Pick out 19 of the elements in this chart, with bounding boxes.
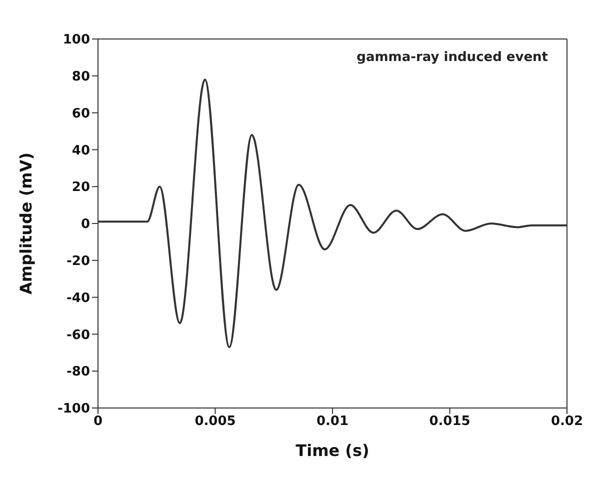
- x-tick-label: 0.01: [316, 414, 349, 430]
- x-tick-label: 0: [93, 414, 103, 430]
- x-axis-title: Time (s): [296, 441, 370, 460]
- y-tick-label: -100: [57, 402, 90, 417]
- y-tick-label: 60: [72, 106, 90, 122]
- y-tick-label: -40: [66, 290, 90, 306]
- x-tick-label: 0.015: [429, 414, 470, 430]
- annotation: gamma-ray induced event: [356, 50, 548, 65]
- y-tick-label: 20: [72, 180, 90, 196]
- x-tick-label: 0.005: [194, 414, 236, 430]
- y-tick-label: -60: [66, 328, 90, 343]
- x-tick-label: 0.02: [550, 414, 584, 430]
- y-axis-title: Amplitude (mV): [16, 152, 36, 295]
- y-tick-label: 40: [72, 143, 90, 158]
- y-tick-label: 80: [72, 70, 90, 85]
- y-tick-label: -80: [66, 364, 90, 380]
- y-tick-label: -20: [66, 254, 90, 270]
- y-tick-label: 0: [80, 217, 90, 232]
- y-tick-label: 100: [62, 32, 90, 48]
